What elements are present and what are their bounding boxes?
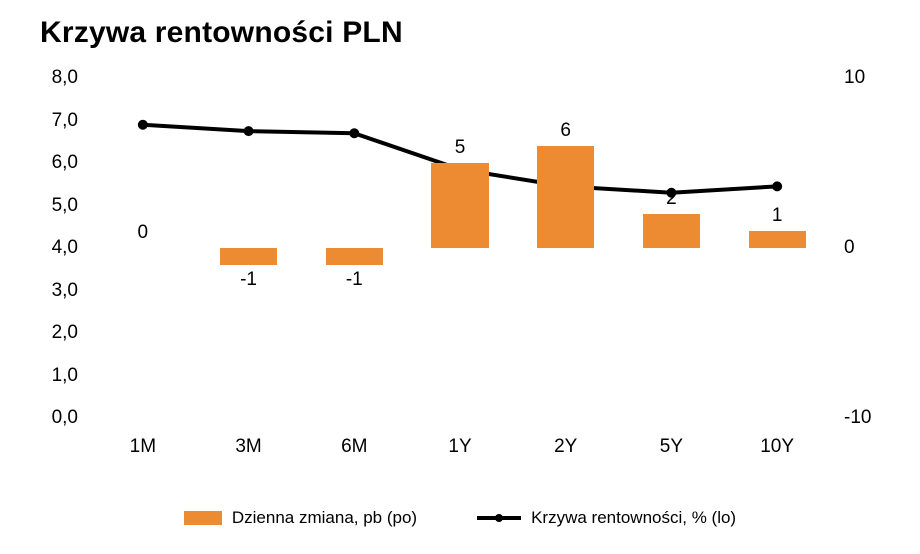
- x-category: 2Y: [554, 436, 577, 458]
- y-left-tick: 2,0: [30, 322, 78, 344]
- bar-label: 2: [666, 188, 677, 210]
- legend: Dzienna zmiana, pb (po) Krzywa rentownoś…: [0, 508, 920, 530]
- bar-label: 5: [455, 137, 466, 159]
- y-left-tick: 3,0: [30, 280, 78, 302]
- bar: [643, 214, 700, 248]
- y-left-tick: 4,0: [30, 237, 78, 259]
- y-left-tick: 8,0: [30, 67, 78, 89]
- x-category: 1M: [130, 436, 156, 458]
- legend-swatch-line: [477, 510, 521, 526]
- bar-label: 6: [560, 120, 571, 142]
- legend-swatch-bar: [184, 511, 222, 525]
- x-category: 6M: [341, 436, 367, 458]
- x-category: 3M: [235, 436, 261, 458]
- bar-label: 1: [772, 205, 783, 227]
- legend-label-bar: Dzienna zmiana, pb (po): [232, 508, 417, 528]
- bar-label: -1: [240, 269, 257, 291]
- x-category: 10Y: [760, 436, 794, 458]
- bar: [749, 231, 806, 248]
- x-category: 1Y: [448, 436, 471, 458]
- bar-label: -1: [346, 269, 363, 291]
- line-marker: [349, 128, 359, 138]
- line-layer: [90, 78, 830, 418]
- legend-item-line: Krzywa rentowności, % (lo): [477, 508, 736, 528]
- plot-area: [90, 78, 830, 418]
- y-right-tick: 10: [844, 67, 865, 89]
- bar: [326, 248, 383, 265]
- legend-item-bar: Dzienna zmiana, pb (po): [184, 508, 417, 528]
- bar: [431, 163, 488, 248]
- line-marker: [244, 126, 254, 136]
- y-left-tick: 0,0: [30, 407, 78, 429]
- line-marker: [138, 120, 148, 130]
- bar: [220, 248, 277, 265]
- y-left-tick: 5,0: [30, 195, 78, 217]
- line-marker: [772, 181, 782, 191]
- legend-label-line: Krzywa rentowności, % (lo): [531, 508, 736, 528]
- y-right-tick: 0: [844, 237, 855, 259]
- y-left-tick: 7,0: [30, 110, 78, 132]
- chart-title: Krzywa rentowności PLN: [40, 16, 403, 50]
- y-left-tick: 1,0: [30, 365, 78, 387]
- bar: [537, 146, 594, 248]
- y-left-tick: 6,0: [30, 152, 78, 174]
- chart-container: Krzywa rentowności PLN Dzienna zmiana, p…: [0, 0, 920, 554]
- x-category: 5Y: [660, 436, 683, 458]
- y-right-tick: -10: [844, 407, 871, 429]
- bar-label: 0: [138, 222, 149, 244]
